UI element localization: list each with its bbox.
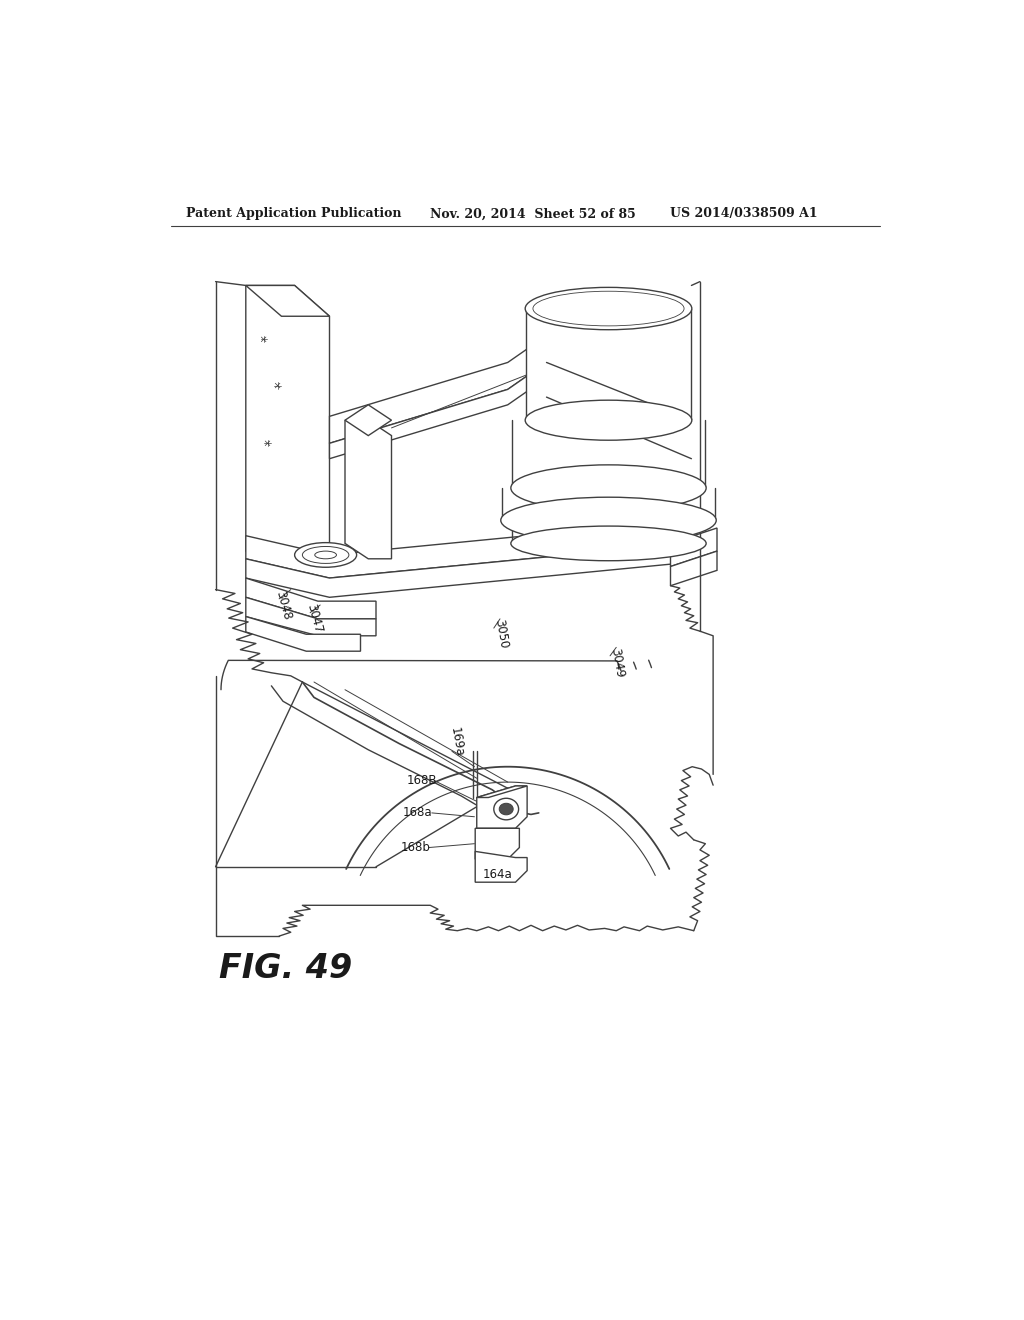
Polygon shape [246, 597, 376, 636]
Text: 169a: 169a [449, 726, 466, 758]
Polygon shape [330, 363, 547, 459]
Text: FIG. 49: FIG. 49 [219, 953, 352, 986]
Polygon shape [345, 405, 391, 436]
Text: 3047: 3047 [305, 603, 325, 635]
Text: US 2014/0338509 A1: US 2014/0338509 A1 [671, 207, 818, 220]
Polygon shape [246, 520, 686, 578]
Polygon shape [477, 785, 527, 797]
Text: Nov. 20, 2014  Sheet 52 of 85: Nov. 20, 2014 Sheet 52 of 85 [430, 207, 636, 220]
Text: 168B: 168B [407, 774, 437, 787]
Polygon shape [503, 488, 715, 516]
Polygon shape [671, 528, 717, 566]
Ellipse shape [295, 543, 356, 568]
Text: 168b: 168b [400, 841, 431, 854]
Text: 3050: 3050 [493, 619, 510, 649]
Ellipse shape [525, 288, 692, 330]
Ellipse shape [511, 527, 707, 561]
Polygon shape [246, 616, 360, 651]
Polygon shape [475, 851, 527, 882]
Polygon shape [525, 309, 691, 416]
Polygon shape [246, 544, 686, 597]
Ellipse shape [314, 552, 337, 558]
Ellipse shape [525, 400, 692, 441]
Polygon shape [671, 552, 717, 586]
Polygon shape [477, 785, 527, 829]
Polygon shape [547, 363, 691, 459]
Ellipse shape [511, 465, 707, 511]
Text: Patent Application Publication: Patent Application Publication [186, 207, 401, 220]
Text: 164a: 164a [483, 869, 513, 880]
Polygon shape [512, 420, 706, 482]
Polygon shape [246, 285, 330, 317]
Polygon shape [216, 682, 523, 867]
Text: 3049: 3049 [608, 647, 627, 678]
Text: 168a: 168a [403, 807, 433, 820]
Ellipse shape [532, 292, 684, 326]
Polygon shape [246, 578, 376, 619]
Text: 3048: 3048 [273, 589, 294, 620]
Ellipse shape [501, 498, 716, 544]
Polygon shape [345, 420, 391, 558]
Ellipse shape [302, 546, 349, 564]
Polygon shape [246, 285, 330, 574]
Polygon shape [475, 829, 519, 859]
Polygon shape [330, 335, 547, 444]
Ellipse shape [494, 799, 518, 820]
Ellipse shape [500, 804, 513, 814]
